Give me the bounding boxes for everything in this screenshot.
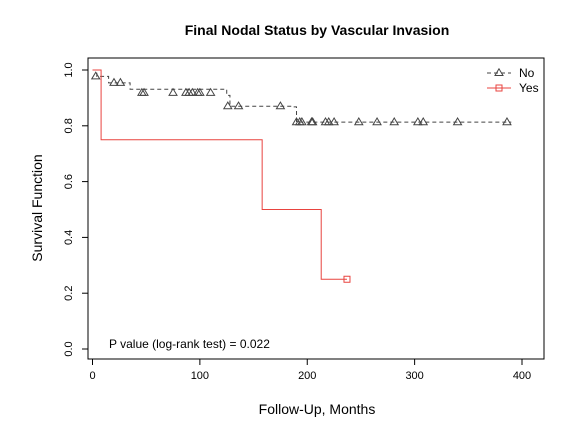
censor-marker-triangle: [323, 116, 334, 126]
y-tick-label: 0.6: [63, 174, 75, 189]
y-axis: 0.0 0.2 0.4 0.6 0.8 1.0: [63, 62, 88, 357]
x-axis: 0 100 200 300 400: [89, 359, 531, 382]
censor-marker-triangle: [195, 87, 205, 96]
censor-marker-triangle: [307, 116, 318, 126]
censor-marker-triangle: [412, 116, 423, 126]
censor-marker-triangle: [297, 116, 307, 126]
x-tick-label: 200: [298, 370, 316, 382]
x-axis-label: Follow-Up, Months: [259, 401, 376, 417]
survival-curve-yes: [92, 69, 347, 280]
censor-marker-triangle: [205, 87, 216, 96]
legend-label-yes: Yes: [519, 81, 539, 95]
censor-marker-triangle: [139, 87, 149, 96]
censor-marker-triangle: [502, 116, 512, 126]
legend-marker-triangle: [494, 67, 504, 77]
legend-label-no: No: [519, 66, 535, 80]
censor-marker-square: [343, 275, 351, 283]
p-value-annotation: P value (log-rank test) = 0.022: [109, 337, 270, 351]
censor-marker-triangle: [372, 116, 382, 126]
x-tick-label: 400: [513, 370, 531, 382]
x-tick-label: 0: [89, 370, 95, 382]
y-axis-label: Survival Function: [29, 154, 45, 261]
censor-marker-triangle: [329, 116, 339, 126]
y-tick-label: 0.0: [63, 341, 75, 356]
x-tick-label: 100: [191, 370, 209, 382]
censor-marker-triangle: [115, 77, 126, 86]
censor-marker-triangle: [452, 116, 463, 126]
chart-title: Final Nodal Status by Vascular Invasion: [185, 22, 450, 38]
censor-marker-triangle: [418, 116, 429, 126]
y-tick-label: 0.4: [63, 230, 75, 245]
series-yes: [92, 69, 351, 283]
censor-marker-triangle: [353, 116, 364, 126]
censor-marker-triangle: [109, 77, 119, 86]
y-tick-label: 0.8: [63, 118, 75, 133]
censor-marker-triangle: [187, 87, 198, 96]
series-layer: [90, 69, 512, 283]
legend-marker-square: [495, 84, 503, 92]
censor-marker-triangle: [90, 71, 101, 80]
censor-marker-triangle: [168, 87, 178, 96]
plot-frame: [87, 57, 545, 360]
survival-curve-no: [92, 69, 512, 123]
censor-marker-triangle: [275, 101, 286, 110]
x-tick-label: 300: [405, 370, 423, 382]
censor-marker-triangle: [233, 101, 244, 110]
y-tick-label: 1.0: [63, 62, 75, 77]
censor-marker-triangle: [389, 116, 400, 126]
censor-marker-triangle: [222, 101, 233, 110]
y-tick-label: 0.2: [63, 286, 75, 301]
series-no: [90, 69, 512, 126]
